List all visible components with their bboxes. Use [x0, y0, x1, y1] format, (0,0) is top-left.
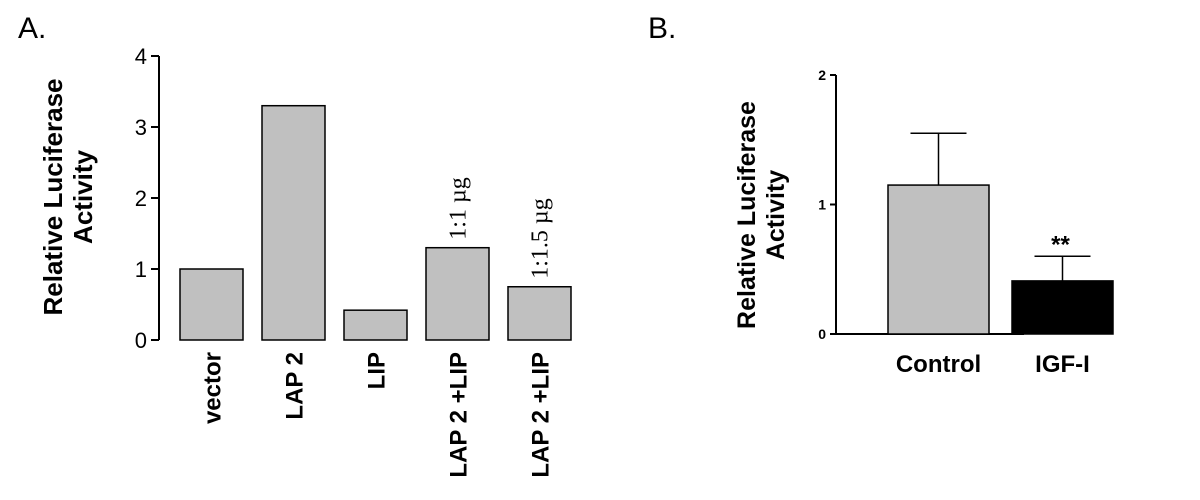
panel-b-y-tick-label: 1 — [818, 197, 826, 213]
panel-a-label: A. — [18, 12, 46, 45]
panel-b-category-label: IGF-I — [1035, 351, 1090, 378]
panel-b-y-tick-label: 2 — [818, 67, 826, 83]
panel-a-bar — [425, 246, 490, 341]
panel-a-category-label: LAP 2 +LIP — [446, 352, 473, 478]
panel-a-ylabel-line2: Activity — [68, 150, 98, 244]
panel-b-ylabel-line2: Activity — [762, 170, 790, 260]
panel-b-y-tick-label: 0 — [818, 326, 826, 342]
panel-a-category-label: vector — [200, 352, 227, 424]
panel-a-y-tick-label: 3 — [135, 115, 147, 140]
panel-a-plot: 0 1 2 3 4 vector LAP 2 LIP LAP 2 +LIP 1:1 µg LAP 2… — [135, 44, 572, 478]
panel-a-category-label: LIP — [364, 352, 391, 389]
panel-b-ylabel-line1: Relative Luciferase — [733, 101, 761, 329]
panel-a-category-label: LAP 2 +LIP — [528, 352, 555, 478]
panel-a-y-tick-label: 4 — [135, 44, 147, 69]
panel-b-bar — [1011, 280, 1114, 335]
panel-b-significance-label: ** — [1051, 231, 1070, 258]
panel-a-ylabel-line1: Relative Luciferase — [38, 78, 68, 315]
panel-b-bar — [887, 184, 990, 335]
panel-a-y-tick-label: 2 — [135, 186, 147, 211]
panel-a-bar — [179, 268, 244, 341]
panel-a-bar-annotation: 1:1 µg — [446, 177, 472, 240]
panel-b-label: B. — [648, 12, 676, 45]
panel-a-bar — [507, 286, 572, 341]
panel-a-bar-annotation: 1:1.5 µg — [528, 198, 554, 279]
panel-a-category-label: LAP 2 — [282, 352, 309, 420]
panel-a-bar — [343, 309, 408, 341]
panel-a-y-tick-label: 0 — [135, 328, 147, 353]
panel-a-y-tick-label: 1 — [135, 257, 147, 282]
panel-b-category-label: Control — [896, 351, 981, 378]
panel-a-bar — [261, 104, 326, 341]
panel-b-plot: 0 1 2 Control IGF-I ** — [818, 67, 1114, 378]
